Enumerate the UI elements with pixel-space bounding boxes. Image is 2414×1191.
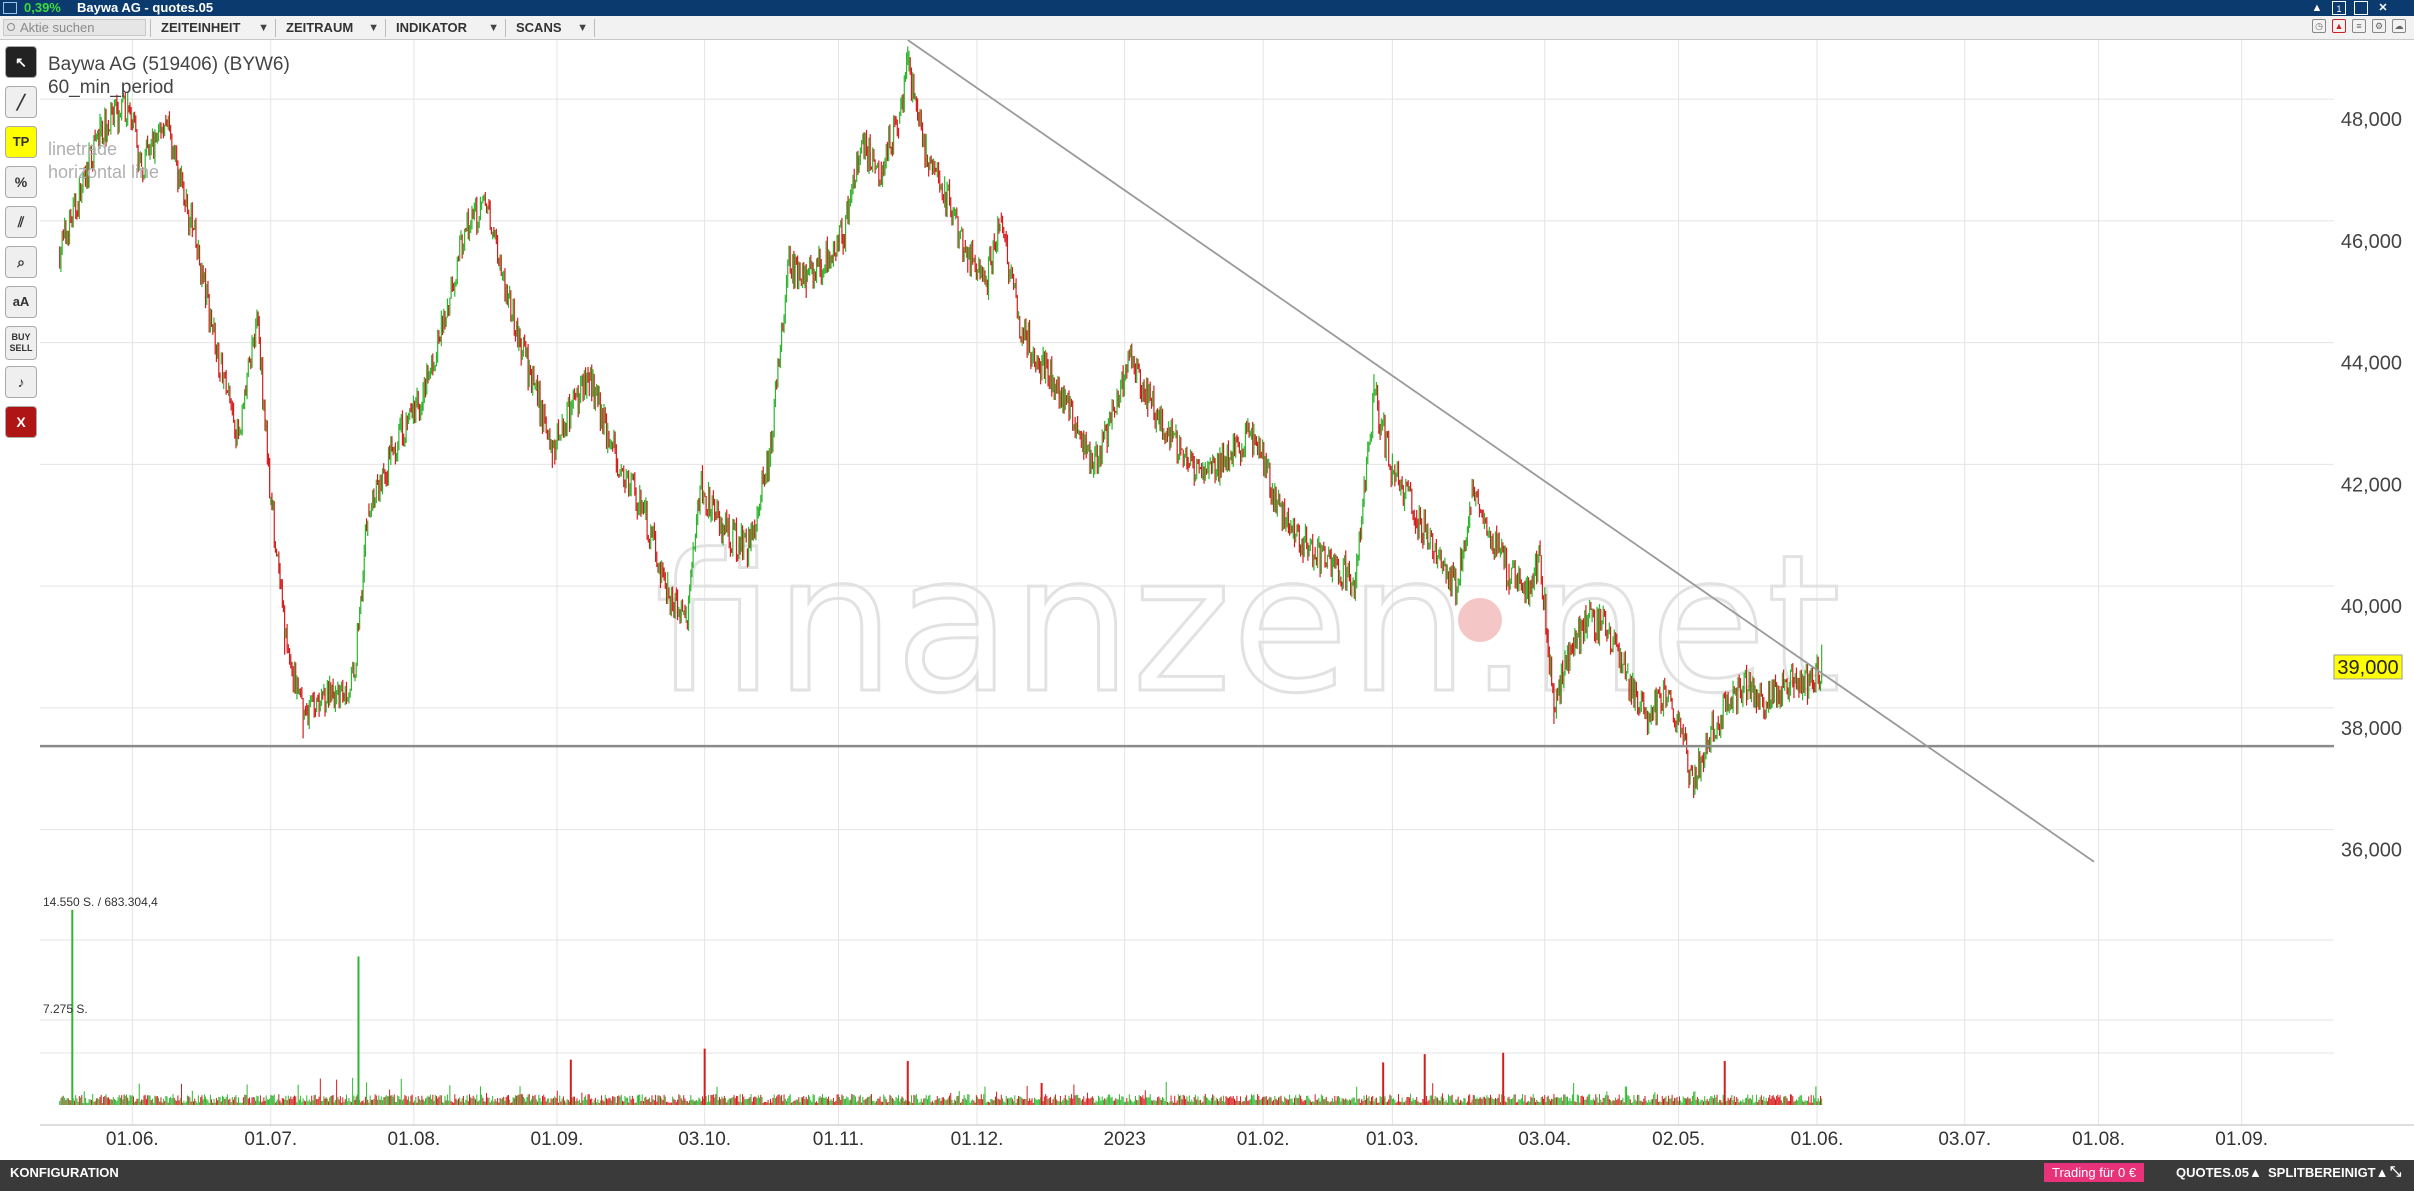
price-tag-label: 39,000 — [2337, 657, 2398, 679]
x-tick-label: 01.03. — [1366, 1129, 1419, 1150]
title-bar: 0,39% Baywa AG - quotes.05 ▲ 1 ✕ — [0, 0, 2414, 16]
x-tick-label: 01.08. — [2072, 1129, 2125, 1150]
overlay-horizontal-line: horizontal line — [48, 162, 159, 182]
drawing-toolbar: ↖ ╱ TP % ⫽ ⌕ aA BUY SELL ♪ X — [0, 40, 40, 1160]
volume-bars — [59, 909, 1823, 1105]
delete-button[interactable]: X — [5, 406, 37, 438]
volume-mid-label: 7.275 S. — [43, 1002, 88, 1016]
split-adjusted-menu[interactable]: SPLITBEREINIGT▲ — [2268, 1165, 2389, 1180]
x-tick-label: 01.12. — [951, 1129, 1004, 1150]
x-tick-label: 01.09. — [2215, 1129, 2268, 1150]
close-icon[interactable]: ✕ — [2378, 2, 2388, 14]
clock-icon[interactable]: ◷ — [2312, 19, 2326, 33]
parallel-lines-tool-icon[interactable]: ⫽ — [5, 206, 37, 238]
menu-indikator[interactable]: INDIKATOR ▼ — [385, 19, 505, 37]
price-tag-box — [2333, 654, 2403, 680]
search-icon — [7, 23, 15, 31]
trading-button[interactable]: Trading für 0 € — [2044, 1163, 2145, 1182]
trend-line[interactable] — [907, 40, 2095, 863]
chart-title: Baywa AG (519406) (BYW6) — [48, 54, 290, 75]
x-tick-label: 01.11. — [813, 1129, 864, 1150]
x-tick-label: 01.06. — [106, 1129, 159, 1150]
restore-icon[interactable] — [2354, 1, 2368, 15]
line-tool-icon[interactable]: ╱ — [5, 86, 37, 118]
toolbar: Aktie suchen ZEITEINHEIT ▼ ZEITRAUM ▼ INDI… — [0, 16, 2414, 40]
cursor-tool-icon[interactable]: ↖ — [5, 46, 37, 78]
resize-icon[interactable]: ⤡ — [2390, 1163, 2402, 1179]
tp-tool-button[interactable]: TP — [5, 126, 37, 158]
chart-app-icon — [3, 2, 17, 14]
volume-max-label: 14.550 S. / 683.304,4 — [43, 895, 158, 909]
y-tick-label: 46,000 — [2341, 231, 2402, 253]
buy-label: BUY — [11, 332, 31, 342]
watermark-dot — [1458, 598, 1502, 642]
text-tool-button[interactable]: aA — [5, 286, 37, 318]
x-tick-label: 02.05. — [1652, 1129, 1705, 1150]
menu-scans[interactable]: SCANS ▼ — [505, 19, 595, 37]
zoom-tool-icon[interactable]: ⌕ — [5, 246, 37, 278]
change-percent: 0,39% — [24, 0, 61, 15]
alert-icon[interactable]: ▲ — [2332, 19, 2346, 33]
stock-search-input[interactable]: Aktie suchen — [3, 19, 146, 36]
search-placeholder: Aktie suchen — [20, 20, 95, 35]
x-tick-label: 03.07. — [1938, 1129, 1991, 1150]
konfiguration-button[interactable]: KONFIGURATION — [10, 1165, 119, 1180]
x-tick-label: 03.04. — [1518, 1129, 1571, 1150]
y-tick-label: 40,000 — [2341, 596, 2402, 618]
menu-label: ZEITEINHEIT — [161, 20, 241, 35]
menu-label: INDIKATOR — [396, 20, 468, 35]
cloud-icon[interactable]: ☁ — [2392, 19, 2406, 33]
toolbar-right-icons: ◷ ▲ ≡ ⚙ ☁ — [2312, 19, 2406, 37]
x-tick-label: 03.10. — [678, 1129, 731, 1150]
price-chart[interactable]: finanzen.net 48,00046,00044,00042,00040,… — [40, 40, 2414, 1160]
y-axis: 48,000 46,000 44,000 42,000 40,000 38,000 36,0… — [2341, 109, 2402, 861]
overlay-linetrade: linetrade — [48, 139, 117, 159]
y-tick-label: 36,000 — [2341, 840, 2402, 862]
x-axis: 01.06. 01.07. 01.08. 01.09. 03.10. 01.11. 01.1… — [106, 1129, 2268, 1150]
x-tick-label: 01.08. — [387, 1129, 440, 1150]
status-bar: KONFIGURATION Trading für 0 € QUOTES.05▲… — [0, 1160, 2414, 1191]
x-tick-label: 01.09. — [531, 1129, 584, 1150]
y-tick-label: 48,000 — [2341, 109, 2402, 131]
menu-zeiteinheit[interactable]: ZEITEINHEIT ▼ — [150, 19, 275, 37]
quotes-menu[interactable]: QUOTES.05▲ — [2176, 1165, 2262, 1180]
x-tick-label: 01.02. — [1237, 1129, 1290, 1150]
y-tick-label: 44,000 — [2341, 353, 2402, 375]
one-window-button[interactable]: 1 — [2332, 1, 2346, 15]
sell-label: SELL — [9, 343, 33, 353]
chevron-down-icon: ▼ — [258, 22, 269, 34]
y-tick-label: 42,000 — [2341, 474, 2402, 496]
sound-icon[interactable]: ♪ — [5, 366, 37, 398]
menu-zeitraum[interactable]: ZEITRAUM ▼ — [275, 19, 385, 37]
last-price-tag: 39,000 — [2333, 654, 2403, 680]
pin-icon[interactable]: ▲ — [2311, 2, 2323, 14]
list-icon[interactable]: ≡ — [2352, 19, 2366, 33]
x-tick-label: 01.07. — [244, 1129, 297, 1150]
chart-period: 60_min_period — [48, 77, 174, 98]
chevron-down-icon: ▼ — [488, 22, 499, 34]
chevron-down-icon: ▼ — [577, 22, 588, 34]
y-tick-label: 38,000 — [2341, 718, 2402, 740]
price-series — [59, 46, 1823, 798]
grid — [40, 40, 2414, 1126]
window-title: Baywa AG - quotes.05 — [77, 0, 214, 15]
menu-label: SCANS — [516, 20, 562, 35]
menu-label: ZEITRAUM — [286, 20, 354, 35]
chevron-down-icon: ▼ — [368, 22, 379, 34]
settings-icon[interactable]: ⚙ — [2372, 19, 2386, 33]
x-tick-label: 01.06. — [1791, 1129, 1844, 1150]
x-tick-label: 2023 — [1104, 1129, 1146, 1150]
percent-tool-icon[interactable]: % — [5, 166, 37, 198]
buy-sell-button[interactable]: BUY SELL — [5, 326, 37, 360]
